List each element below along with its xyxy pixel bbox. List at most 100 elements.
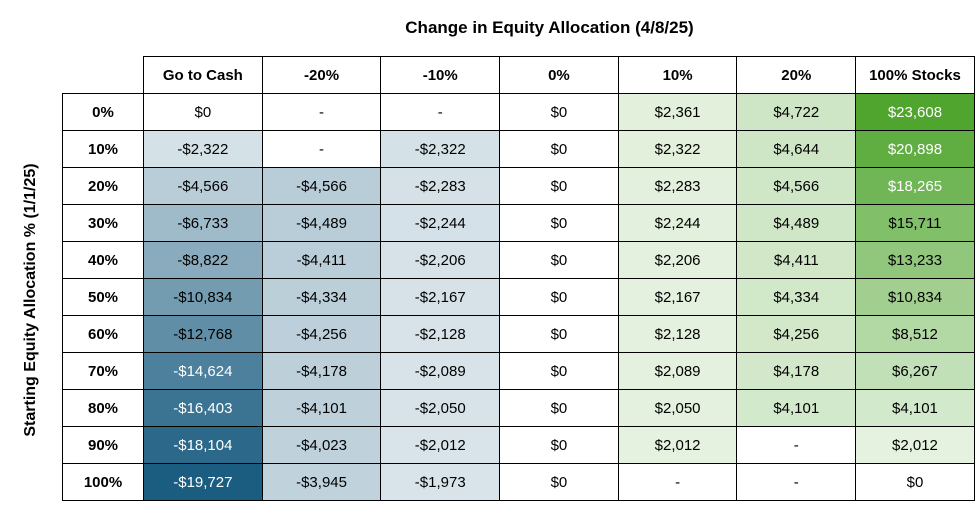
heatmap-cell: $4,178 — [736, 352, 857, 390]
chart-title: Change in Equity Allocation (4/8/25) — [405, 18, 694, 37]
heatmap-cell: -$2,050 — [380, 389, 501, 427]
row-header: 50% — [62, 278, 144, 316]
row-header: 0% — [62, 93, 144, 131]
heatmap-cell: -$6,733 — [143, 204, 263, 242]
heatmap-cell: $0 — [855, 463, 975, 501]
column-header: 10% — [617, 56, 738, 94]
heatmap-cell: -$14,624 — [143, 352, 263, 390]
heatmap-cell: -$2,244 — [380, 204, 501, 242]
heatmap-table: Go to Cash -20% -10% 0% 10% 20% 100% Stocks 0%… — [62, 56, 975, 501]
heatmap-cell: $23,608 — [855, 93, 975, 131]
table-row: 20% -$4,566 -$4,566 -$2,283 $0 $2,283 $4,566 $1… — [62, 167, 975, 205]
heatmap-cell: -$4,489 — [261, 204, 382, 242]
heatmap-cell: $0 — [499, 463, 619, 501]
heatmap-cell: $10,834 — [855, 278, 975, 316]
heatmap-cell: $2,206 — [617, 241, 738, 279]
heatmap-cell: $0 — [499, 167, 619, 205]
heatmap-cell: $2,283 — [617, 167, 738, 205]
table-row: 70% -$14,624 -$4,178 -$2,089 $0 $2,089 $4,178 $… — [62, 352, 975, 390]
heatmap-cell: $4,722 — [736, 93, 857, 131]
heatmap-cell: $20,898 — [855, 130, 975, 168]
column-header-row: Go to Cash -20% -10% 0% 10% 20% 100% Stocks — [63, 56, 975, 94]
heatmap-cell: -$18,104 — [143, 426, 263, 464]
corner-cell — [63, 57, 144, 94]
table-row: 100% -$19,727 -$3,945 -$1,973 $0- - $0 — [62, 463, 975, 501]
heatmap-cell: -$10,834 — [143, 278, 263, 316]
heatmap-cell: $2,012 — [855, 426, 975, 464]
row-header: 100% — [62, 463, 144, 501]
row-header: 40% — [62, 241, 144, 279]
y-axis-label: Starting Equity Allocation % (1/1/25) — [22, 163, 39, 437]
heatmap-cell: -$4,178 — [261, 352, 382, 390]
heatmap-cell: $0 — [499, 352, 619, 390]
heatmap-cell: -$8,822 — [143, 241, 263, 279]
heatmap-cell: -$3,945 — [261, 463, 382, 501]
row-header: 90% — [62, 426, 144, 464]
heatmap-cell: $0 — [499, 93, 619, 131]
heatmap-cell: $4,411 — [736, 241, 857, 279]
table-row: 10% -$2,322- -$2,322 $0 $2,322 $4,644 $20,898 — [62, 130, 975, 168]
heatmap-cell: -$4,566 — [261, 167, 382, 205]
table-row: 30% -$6,733 -$4,489 -$2,244 $0 $2,244 $4,489 $1… — [62, 204, 975, 242]
heatmap-cell: -$2,167 — [380, 278, 501, 316]
heatmap-cell: $2,167 — [617, 278, 738, 316]
heatmap-cell: $4,334 — [736, 278, 857, 316]
heatmap-cell: -$4,101 — [261, 389, 382, 427]
heatmap-cell: $13,233 — [855, 241, 975, 279]
heatmap-cell: -$2,089 — [380, 352, 501, 390]
heatmap-cell: -$2,322 — [143, 130, 263, 168]
heatmap-cell: -$12,768 — [143, 315, 263, 353]
row-header: 30% — [62, 204, 144, 242]
heatmap-cell: $0 — [499, 241, 619, 279]
heatmap-cell: $0 — [499, 389, 619, 427]
heatmap-cell: - — [736, 426, 857, 464]
heatmap-cell: $8,512 — [855, 315, 975, 353]
row-header: 80% — [62, 389, 144, 427]
heatmap-cell: - — [261, 130, 382, 168]
heatmap-cell: $0 — [499, 278, 619, 316]
heatmap-cell: -$1,973 — [380, 463, 501, 501]
heatmap-cell: $2,050 — [617, 389, 738, 427]
heatmap-cell: $2,361 — [617, 93, 738, 131]
heatmap-cell: $4,101 — [736, 389, 857, 427]
heatmap-cell: $4,489 — [736, 204, 857, 242]
column-header: -20% — [261, 56, 382, 94]
column-header: -10% — [380, 56, 501, 94]
heatmap-cell: -$2,283 — [380, 167, 501, 205]
heatmap-cell: -$4,411 — [261, 241, 382, 279]
heatmap-cell: - — [617, 463, 738, 501]
row-header: 60% — [62, 315, 144, 353]
heatmap-cell: -$2,128 — [380, 315, 501, 353]
heatmap-cell: $6,267 — [855, 352, 975, 390]
heatmap-cell: $2,244 — [617, 204, 738, 242]
heatmap-cell: - — [380, 93, 501, 131]
heatmap-cell: $2,089 — [617, 352, 738, 390]
table-row: 60% -$12,768 -$4,256 -$2,128 $0 $2,128 $4,256 $… — [62, 315, 975, 353]
heatmap-cell: $2,012 — [617, 426, 738, 464]
heatmap-cell: -$4,566 — [143, 167, 263, 205]
heatmap-cell: $2,128 — [617, 315, 738, 353]
heatmap-cell: $4,644 — [736, 130, 857, 168]
heatmap-cell: -$4,334 — [261, 278, 382, 316]
table-row: 90% -$18,104 -$4,023 -$2,012 $0 $2,012- $2,012 — [62, 426, 975, 464]
column-header: 100% Stocks — [855, 56, 975, 94]
heatmap-cell: - — [261, 93, 382, 131]
heatmap-cell: $0 — [499, 130, 619, 168]
heatmap-cell: $4,101 — [855, 389, 975, 427]
heatmap-cell: -$2,322 — [380, 130, 501, 168]
column-header: 0% — [499, 56, 619, 94]
heatmap-cell: -$16,403 — [143, 389, 263, 427]
heatmap-cell: - — [736, 463, 857, 501]
heatmap-cell: $0 — [143, 93, 263, 131]
heatmap-cell: -$19,727 — [143, 463, 263, 501]
row-header: 70% — [62, 352, 144, 390]
table-row: 0% $0- - $0 $2,361 $4,722 $23,608 — [62, 93, 975, 131]
table-row: 40% -$8,822 -$4,411 -$2,206 $0 $2,206 $4,411 $1… — [62, 241, 975, 279]
heatmap-cell: $0 — [499, 315, 619, 353]
table-row: 50% -$10,834 -$4,334 -$2,167 $0 $2,167 $4,334 $… — [62, 278, 975, 316]
column-header: Go to Cash — [143, 56, 263, 94]
row-header: 10% — [62, 130, 144, 168]
heatmap-body: 0% $0- - $0 $2,361 $4,722 $23,608 10% -$2,322- -$… — [62, 93, 975, 501]
table-row: 80% -$16,403 -$4,101 -$2,050 $0 $2,050 $4,101 $… — [62, 389, 975, 427]
heatmap-cell: -$2,206 — [380, 241, 501, 279]
